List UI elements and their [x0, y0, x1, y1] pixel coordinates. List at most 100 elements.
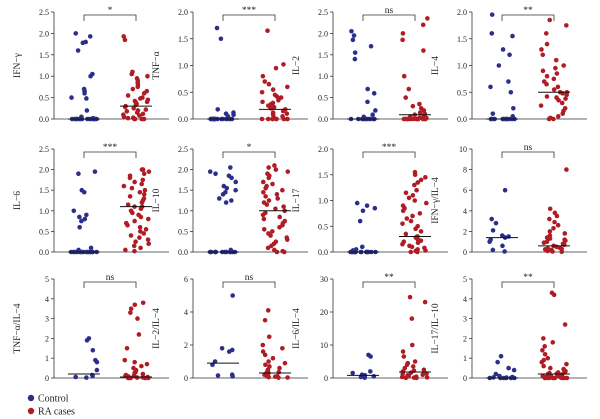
ra-point [421, 116, 427, 122]
ra-point [130, 210, 135, 216]
ra-point [125, 93, 131, 98]
ra-point [139, 200, 145, 205]
significance-label: *** [103, 143, 118, 153]
ra-point [144, 99, 150, 105]
control-point [365, 99, 370, 105]
control-point [507, 52, 512, 58]
y-tick-label: 0.0 [39, 115, 49, 124]
ra-point [562, 242, 567, 248]
ra-point [277, 365, 282, 371]
ra-point [400, 241, 405, 247]
ra-point [137, 113, 142, 118]
ra-point [540, 347, 545, 353]
significance-label: * [247, 143, 252, 153]
ra-point [544, 81, 549, 87]
control-point [490, 247, 496, 253]
control-point [364, 203, 370, 208]
ra-point [425, 16, 430, 21]
ra-point [123, 247, 128, 253]
significance-bracket [501, 281, 555, 288]
ra-point [274, 116, 279, 122]
control-point [228, 165, 233, 170]
y-tick-label: 1.0 [178, 207, 188, 216]
control-point [368, 354, 373, 359]
ra-point [132, 179, 137, 185]
ra-point [401, 354, 407, 359]
control-point [350, 370, 355, 376]
ra-point [403, 95, 409, 100]
ra-point [414, 187, 419, 193]
y-tick-label: 3 [463, 315, 467, 324]
ra-point [285, 375, 290, 380]
ra-point [266, 359, 271, 364]
panel-2: 0.0 0.5 1.0 1.5 2.0 TNF−α *** [152, 6, 308, 124]
ra-point [414, 375, 419, 381]
control-point [90, 347, 96, 353]
ra-point [266, 175, 272, 181]
significance-label: *** [242, 6, 257, 16]
y-tick-label: 0.5 [318, 94, 328, 103]
y-tick-label: 0.0 [39, 248, 49, 257]
ra-point [560, 91, 565, 96]
ra-point [277, 214, 282, 220]
y-tick-label: 30 [320, 275, 328, 284]
significance-label: ** [523, 273, 533, 283]
panel-9: 0 1 2 3 4 5 TNF−α/IL−4 ns [13, 273, 169, 383]
panel-8: 0 2 4 6 8 10 IFN−γ/IL−4 ns [431, 143, 587, 257]
y-axis-label: IL−2 [292, 56, 302, 75]
control-point [495, 359, 500, 365]
ra-point [417, 211, 423, 216]
y-tick-label: 2.5 [178, 145, 188, 154]
ra-point [564, 167, 569, 172]
control-point [88, 245, 94, 251]
y-tick-label: 1.5 [457, 35, 467, 44]
ra-point [135, 84, 141, 90]
ra-point [261, 216, 267, 222]
ra-point [556, 97, 561, 103]
control-point [69, 95, 74, 100]
significance-label: ns [106, 273, 115, 283]
control-point [365, 86, 370, 92]
control-point [76, 171, 81, 177]
ra-point [415, 180, 421, 185]
control-point [360, 208, 366, 214]
ra-point [265, 116, 271, 122]
ra-point [133, 239, 138, 244]
panel-7: 0.0 0.5 1.0 1.5 2.0 IL−17 *** [292, 143, 448, 257]
ra-point [266, 374, 271, 380]
axes [471, 12, 587, 120]
panel-5: 0.0 0.5 1.0 1.5 2.0 2.5 IL−6 *** [13, 143, 169, 257]
y-tick-label: 1.5 [318, 51, 328, 60]
ra-point [145, 237, 151, 242]
y-tick-label: 1.0 [318, 197, 328, 206]
control-point [84, 96, 89, 101]
y-tick-label: 1 [45, 354, 49, 363]
y-axis-label: IL−10 [152, 188, 162, 212]
y-tick-label: 2 [45, 334, 49, 343]
control-point [207, 169, 213, 174]
ra-point [146, 216, 151, 222]
y-tick-label: 0.0 [318, 248, 328, 257]
y-axis-label: IFN−γ [13, 53, 23, 78]
y-tick-label: 0.5 [457, 88, 467, 97]
ra-point [562, 231, 568, 236]
y-tick-label: 4 [463, 295, 467, 304]
control-point [488, 84, 493, 90]
ra-point [545, 355, 551, 361]
ra-point [260, 73, 266, 79]
control-point [370, 112, 375, 118]
ra-point [140, 177, 146, 183]
ra-point [400, 221, 405, 226]
ra-point [266, 198, 272, 203]
ra-point [554, 213, 560, 219]
ra-point [263, 362, 268, 368]
ra-point [423, 200, 429, 206]
y-tick-label: 0 [184, 374, 188, 383]
ra-point [551, 76, 557, 82]
y-axis-label: TNF−α/IL−4 [13, 303, 23, 353]
ra-point [273, 167, 279, 172]
ra-point [563, 238, 568, 243]
ra-point [276, 369, 282, 375]
ra-point [559, 100, 565, 106]
ra-point [410, 364, 416, 369]
